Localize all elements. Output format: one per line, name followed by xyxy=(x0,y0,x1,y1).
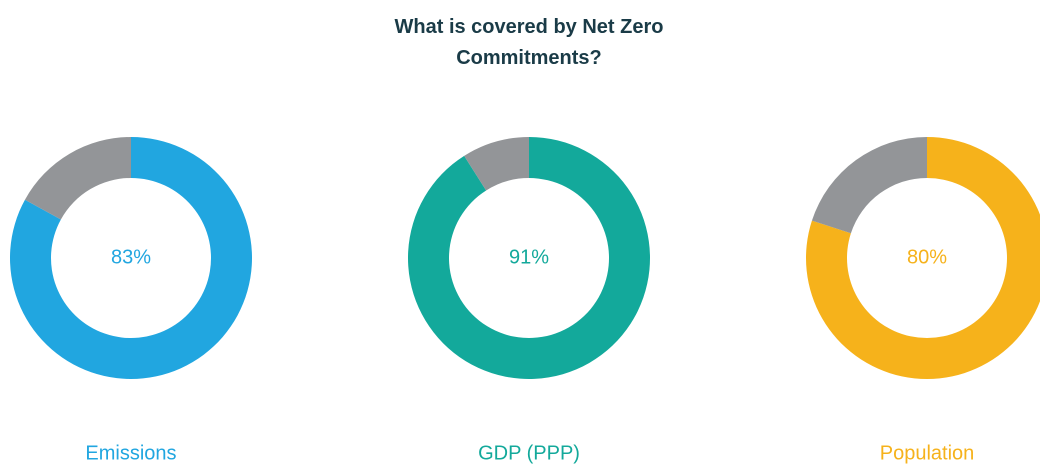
donut-segment xyxy=(806,137,1040,379)
chart-title: What is covered by Net Zero Commitments? xyxy=(394,16,664,69)
center-label: 91% xyxy=(509,246,549,268)
category-label: Emissions xyxy=(85,442,176,464)
center-label: 83% xyxy=(111,246,151,268)
category-label: GDP (PPP) xyxy=(478,442,580,464)
donut-segment xyxy=(24,137,132,220)
donut-segment xyxy=(811,137,927,234)
category-label: Population xyxy=(880,442,975,464)
donut-segment xyxy=(407,137,650,379)
center-label: 80% xyxy=(907,246,947,268)
donut-segment xyxy=(464,137,529,191)
donut-segment xyxy=(9,137,252,380)
